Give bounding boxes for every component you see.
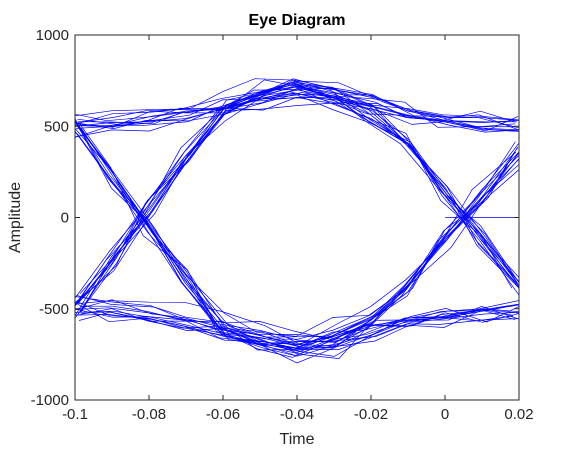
- eye-trace-high-high: [75, 80, 516, 128]
- eye-trace-low-rise: [76, 152, 519, 356]
- eye-trace-rise-fall: [75, 92, 518, 317]
- eye-trace-high-fall: [77, 89, 513, 289]
- y-axis-title: Amplitude: [7, 182, 24, 253]
- eye-trace-low-rise: [75, 151, 519, 358]
- eye-trace-rise: [79, 85, 519, 313]
- y-tick-label: 1000: [36, 27, 69, 44]
- eye-trace-fall-rise: [76, 124, 516, 351]
- y-tick-label: 0: [61, 210, 69, 227]
- eye-trace-fall-rise: [75, 122, 518, 340]
- eye-trace-high-fall: [75, 82, 519, 288]
- eye-trace-low-rise: [80, 151, 517, 364]
- y-tick-label: -500: [39, 301, 69, 318]
- eye-trace-rise: [75, 82, 516, 306]
- x-tick-label: 0: [441, 406, 449, 423]
- tick-group: -0.1 -0.08 -0.06 -0.04 -0.02 0 0.02 -1000 -500 0 5…: [31, 27, 534, 423]
- trace-group: [75, 78, 519, 364]
- x-tick-label: -0.06: [206, 406, 240, 423]
- x-tick-label: -0.1: [62, 406, 88, 423]
- eye-trace-rise-fall: [80, 84, 519, 313]
- eye-trace-rise: [79, 96, 517, 294]
- eye-trace-low-low: [79, 308, 519, 349]
- x-tick-label: -0.08: [132, 406, 166, 423]
- eye-trace-low-low: [75, 296, 519, 339]
- eye-trace-fall-rise: [79, 128, 519, 345]
- eye-trace-fall-rise: [75, 121, 518, 357]
- eye-trace-rise-fall: [75, 97, 519, 303]
- eye-trace-rise: [78, 82, 519, 314]
- eye-trace-rise: [75, 78, 517, 319]
- x-axis-title: Time: [280, 431, 315, 448]
- x-tick-label: -0.02: [354, 406, 388, 423]
- eye-trace-rise-fall: [75, 86, 512, 307]
- eye-trace-low-low: [75, 302, 516, 350]
- eye-trace-low-rise: [80, 143, 519, 338]
- eye-trace-high-fall: [75, 83, 519, 289]
- eye-trace-low-low: [76, 301, 519, 346]
- eye-trace-fall-rise: [75, 121, 519, 350]
- eye-trace-rise-fall: [75, 88, 519, 307]
- x-tick-label: -0.04: [280, 406, 314, 423]
- eye-trace-rise-fall: [78, 84, 519, 304]
- x-tick-label: 0.02: [504, 406, 533, 423]
- eye-trace-high-fall: [75, 78, 519, 296]
- y-tick-label: 500: [44, 118, 69, 135]
- eye-trace-fall-rise: [77, 133, 519, 337]
- y-tick-label: -1000: [31, 392, 69, 409]
- chart-title: Eye Diagram: [249, 12, 346, 29]
